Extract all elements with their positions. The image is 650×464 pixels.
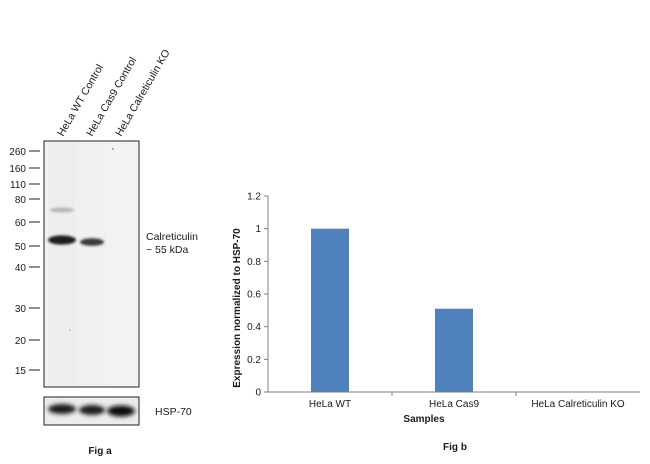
- membrane-speck: [69, 329, 71, 331]
- band-label-name: Calreticulin: [146, 231, 198, 243]
- x-tick-label: HeLa Cas9: [429, 399, 479, 410]
- y-tick-label: 0.8: [247, 257, 261, 268]
- mw-ladder: 260 160 110 80 60 50 40 30 20 15: [9, 147, 40, 377]
- x-axis-ticks: HeLa WT HeLa Cas9 HeLa Calreticulin KO: [309, 392, 625, 410]
- bars: [311, 228, 473, 392]
- y-tick-label: 1: [255, 224, 261, 235]
- y-tick-label: 0.4: [247, 322, 261, 333]
- y-tick-label: 1.2: [247, 192, 261, 203]
- mw-label: 60: [15, 218, 27, 229]
- loading-control-label: HSP-70: [155, 406, 192, 418]
- bar-2: [435, 308, 473, 392]
- faint-band-wt: [50, 207, 74, 213]
- mw-label: 20: [15, 336, 27, 347]
- fig-b-caption: Fig b: [443, 442, 467, 453]
- x-axis-label: Samples: [403, 414, 445, 425]
- fig-a-caption: Fig a: [88, 446, 112, 457]
- band-label-size: ~ 55 kDa: [146, 244, 188, 256]
- y-axis-label: Expression normalized to HSP-70: [232, 228, 243, 388]
- x-tick-label: HeLa Calreticulin KO: [531, 399, 625, 410]
- y-axis-ticks: 0 0.2 0.4 0.6 0.8 1 1.2: [247, 192, 268, 399]
- calreticulin-band-cas9: [80, 238, 104, 246]
- bar-chart: 0 0.2 0.4 0.6 0.8 1 1.2 HeLa WT HeLa Cas9 HeLa C…: [232, 192, 640, 453]
- mw-label: 80: [15, 195, 27, 206]
- mw-label: 260: [9, 147, 26, 158]
- mw-label: 40: [15, 263, 27, 274]
- lane-streak-wt: [48, 142, 76, 386]
- calreticulin-band-wt: [48, 235, 76, 245]
- bar-1: [311, 228, 349, 392]
- x-tick-label: HeLa WT: [309, 399, 351, 410]
- membrane-speck: [112, 148, 114, 150]
- mw-label: 50: [15, 242, 27, 253]
- hsp70-band-wt: [48, 404, 76, 414]
- y-tick-label: 0.2: [247, 355, 261, 366]
- hsp70-band-cas9: [79, 405, 105, 415]
- y-tick-label: 0.6: [247, 290, 261, 301]
- y-tick-label: 0: [255, 388, 261, 399]
- lane-label-ko: HeLa Calreticulin KO: [113, 48, 172, 139]
- western-blot-panel: HeLa WT Control HeLa Cas9 Control HeLa C…: [9, 48, 198, 457]
- lane-streak-cas9: [78, 142, 106, 386]
- mw-label: 15: [15, 366, 27, 377]
- hsp70-band-ko: [107, 405, 135, 417]
- mw-label: 160: [9, 164, 26, 175]
- mw-label: 30: [15, 304, 27, 315]
- mw-label: 110: [10, 180, 26, 191]
